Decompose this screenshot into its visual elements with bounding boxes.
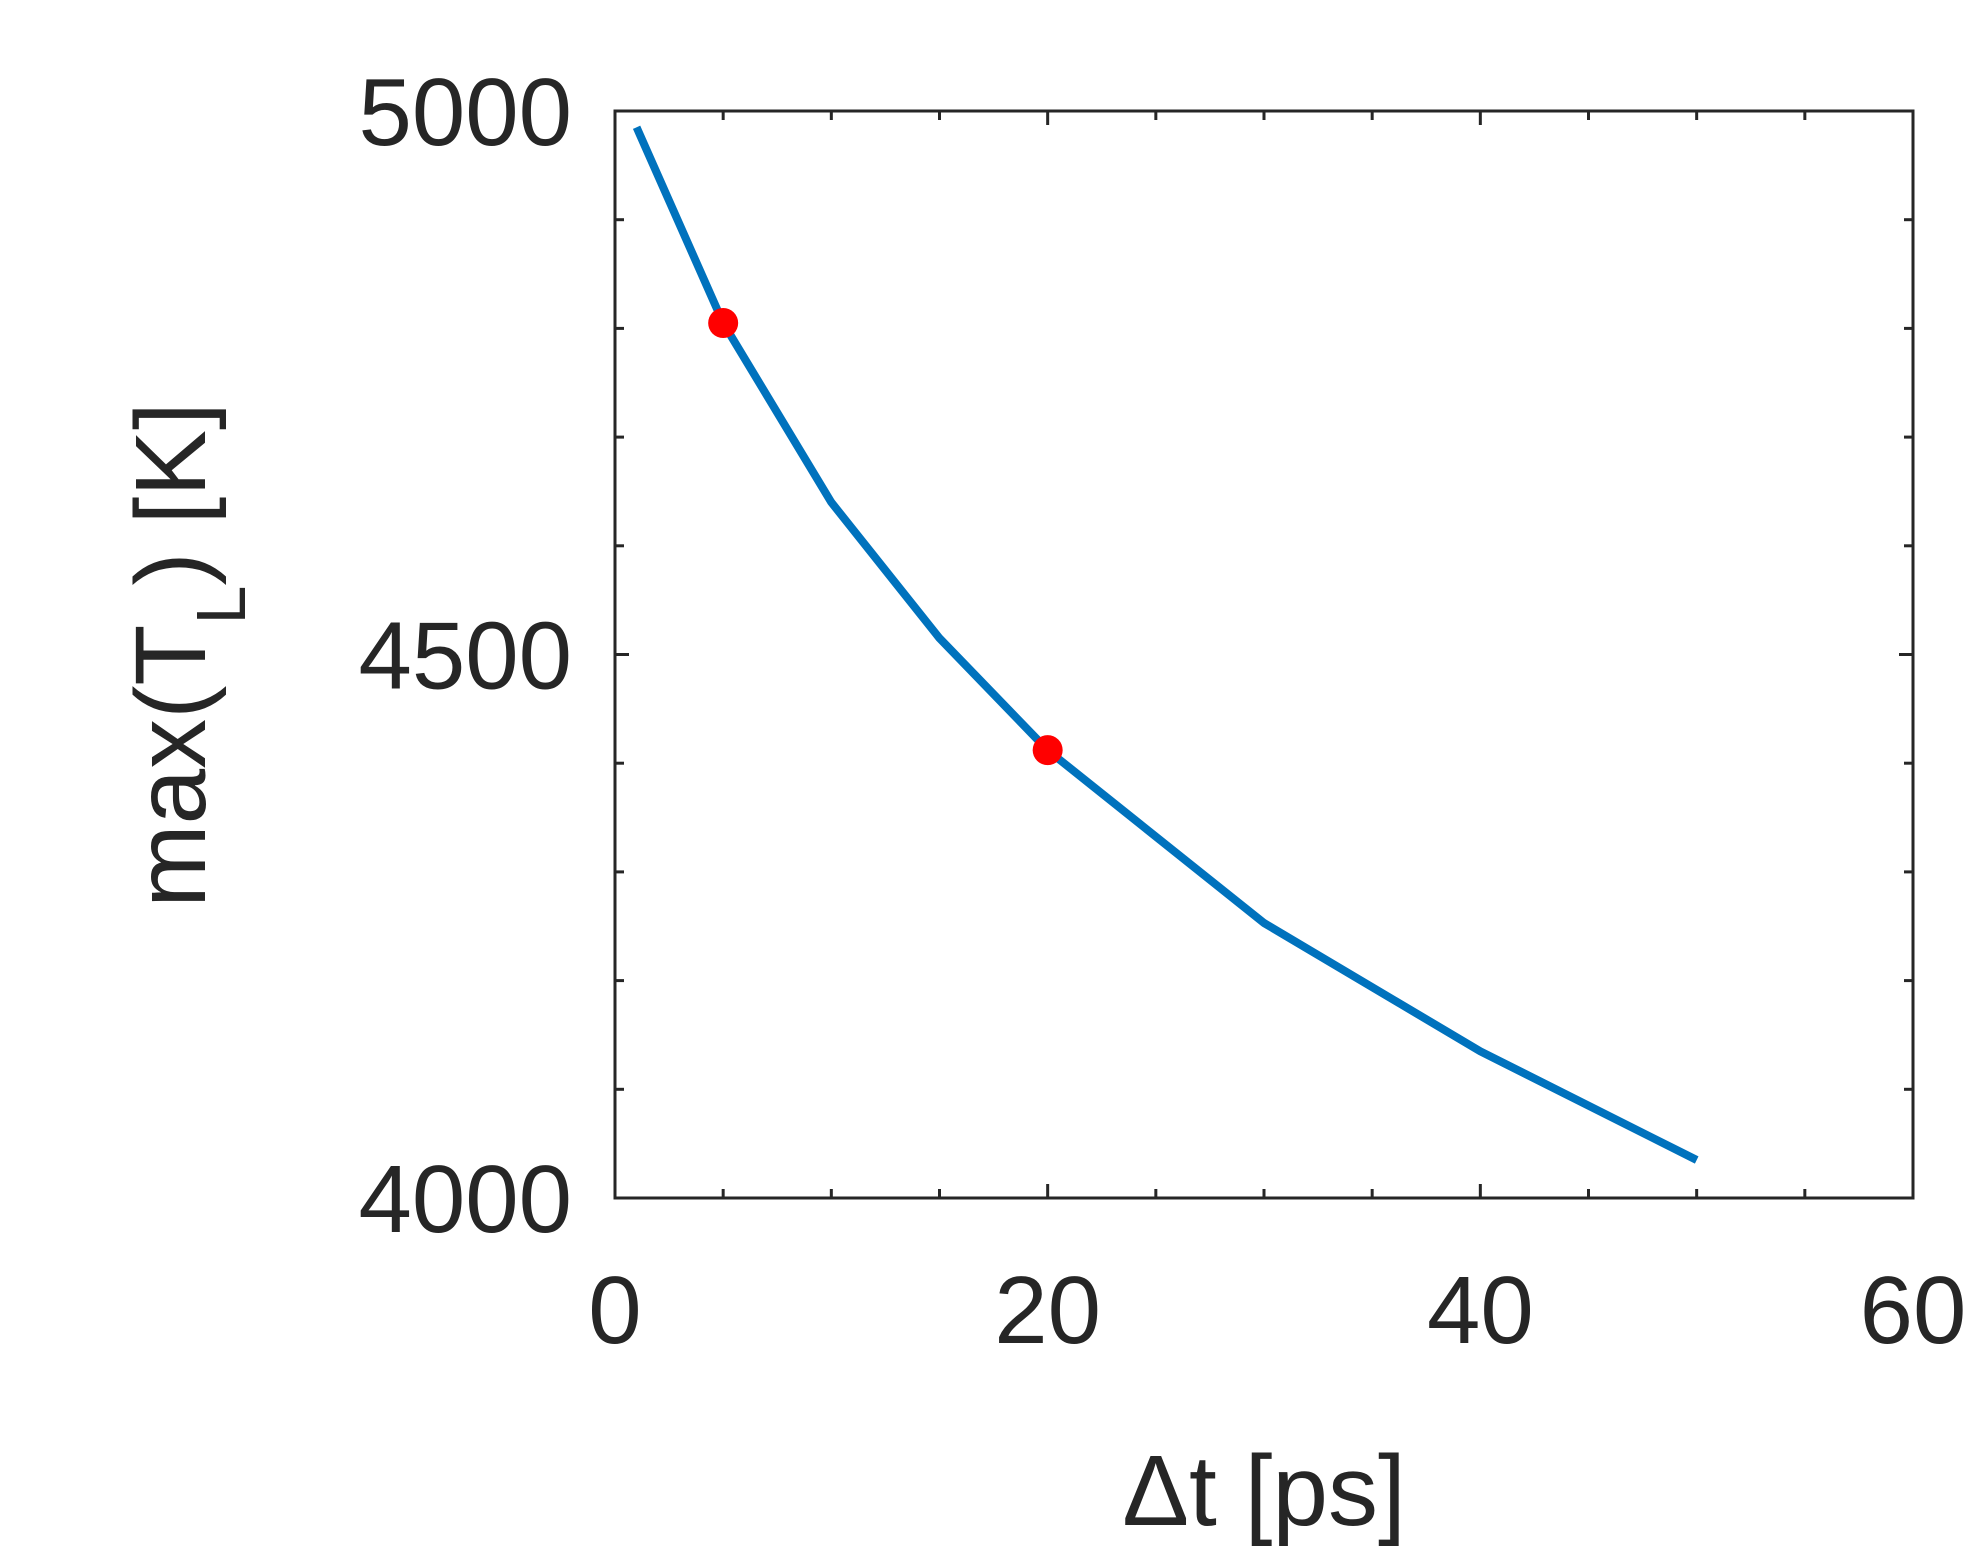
x-axis-label: Δt [ps]: [1122, 1435, 1406, 1547]
highlight-point: [708, 307, 739, 338]
y-axis-label-end: ) [K]: [115, 402, 227, 585]
highlight-point: [1032, 735, 1063, 766]
plot-area: [615, 111, 1913, 1198]
y-axis-label: max(TL) [K]: [115, 402, 260, 908]
x-tick-label: 0: [588, 1257, 641, 1364]
highlight-points: [708, 307, 1063, 766]
y-axis-label-subscript: L: [182, 586, 260, 625]
plot-box: [613, 109, 1915, 1200]
series-layer: [632, 125, 1699, 1164]
y-axis-label-main: max(T: [115, 624, 227, 907]
x-tick-label: 20: [994, 1257, 1101, 1364]
x-tick-labels: 0 20 40 60: [588, 1257, 1966, 1364]
y-tick-labels: 4000 4500 5000: [358, 59, 572, 1253]
series-line: [632, 125, 1699, 1164]
x-tick-label: 40: [1427, 1257, 1534, 1364]
x-tick-label: 60: [1860, 1257, 1967, 1364]
y-tick-label: 4000: [358, 1146, 572, 1253]
y-tick-label: 5000: [358, 59, 572, 166]
y-tick-label: 4500: [358, 603, 572, 710]
